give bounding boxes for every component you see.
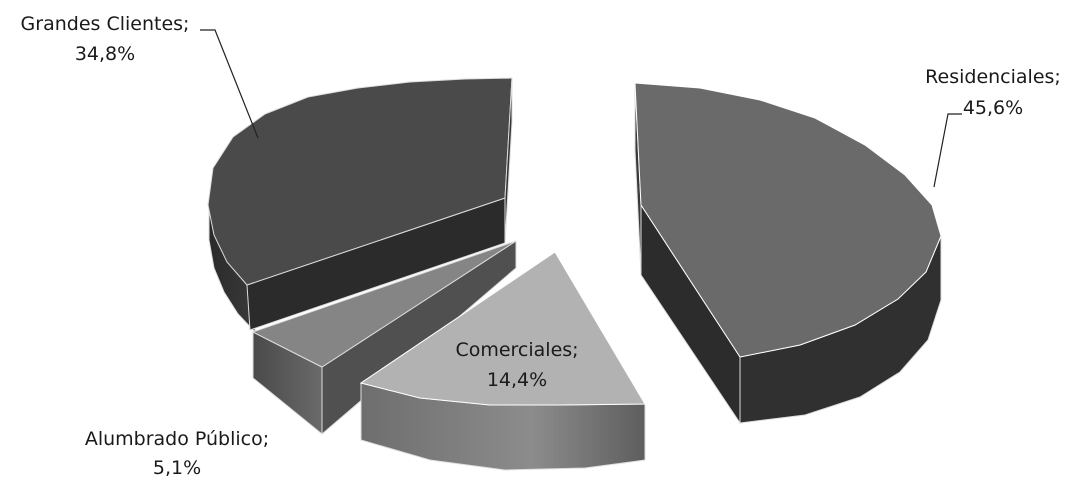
label-comerciales-name: Comerciales; [455, 339, 578, 361]
label-residenciales-name: Residenciales; [925, 66, 1061, 88]
label-comerciales-value: 14,4% [487, 369, 547, 391]
label-alumbrado-publico-value: 5,1% [153, 457, 201, 479]
label-alumbrado-publico-name: Alumbrado Público; [85, 428, 269, 450]
leader-line-grandes-clientes [200, 29, 259, 139]
pie-slice-grandes-clientes [207, 77, 513, 334]
pie-slice-comerciales [359, 251, 646, 471]
label-residenciales-value: 45,6% [963, 97, 1023, 119]
leader-line-residenciales [933, 113, 962, 188]
pie-slice-residenciales [634, 82, 942, 425]
label-grandes-clientes-value: 34,8% [75, 43, 135, 65]
label-grandes-clientes-name: Grandes Clientes; [21, 13, 190, 35]
